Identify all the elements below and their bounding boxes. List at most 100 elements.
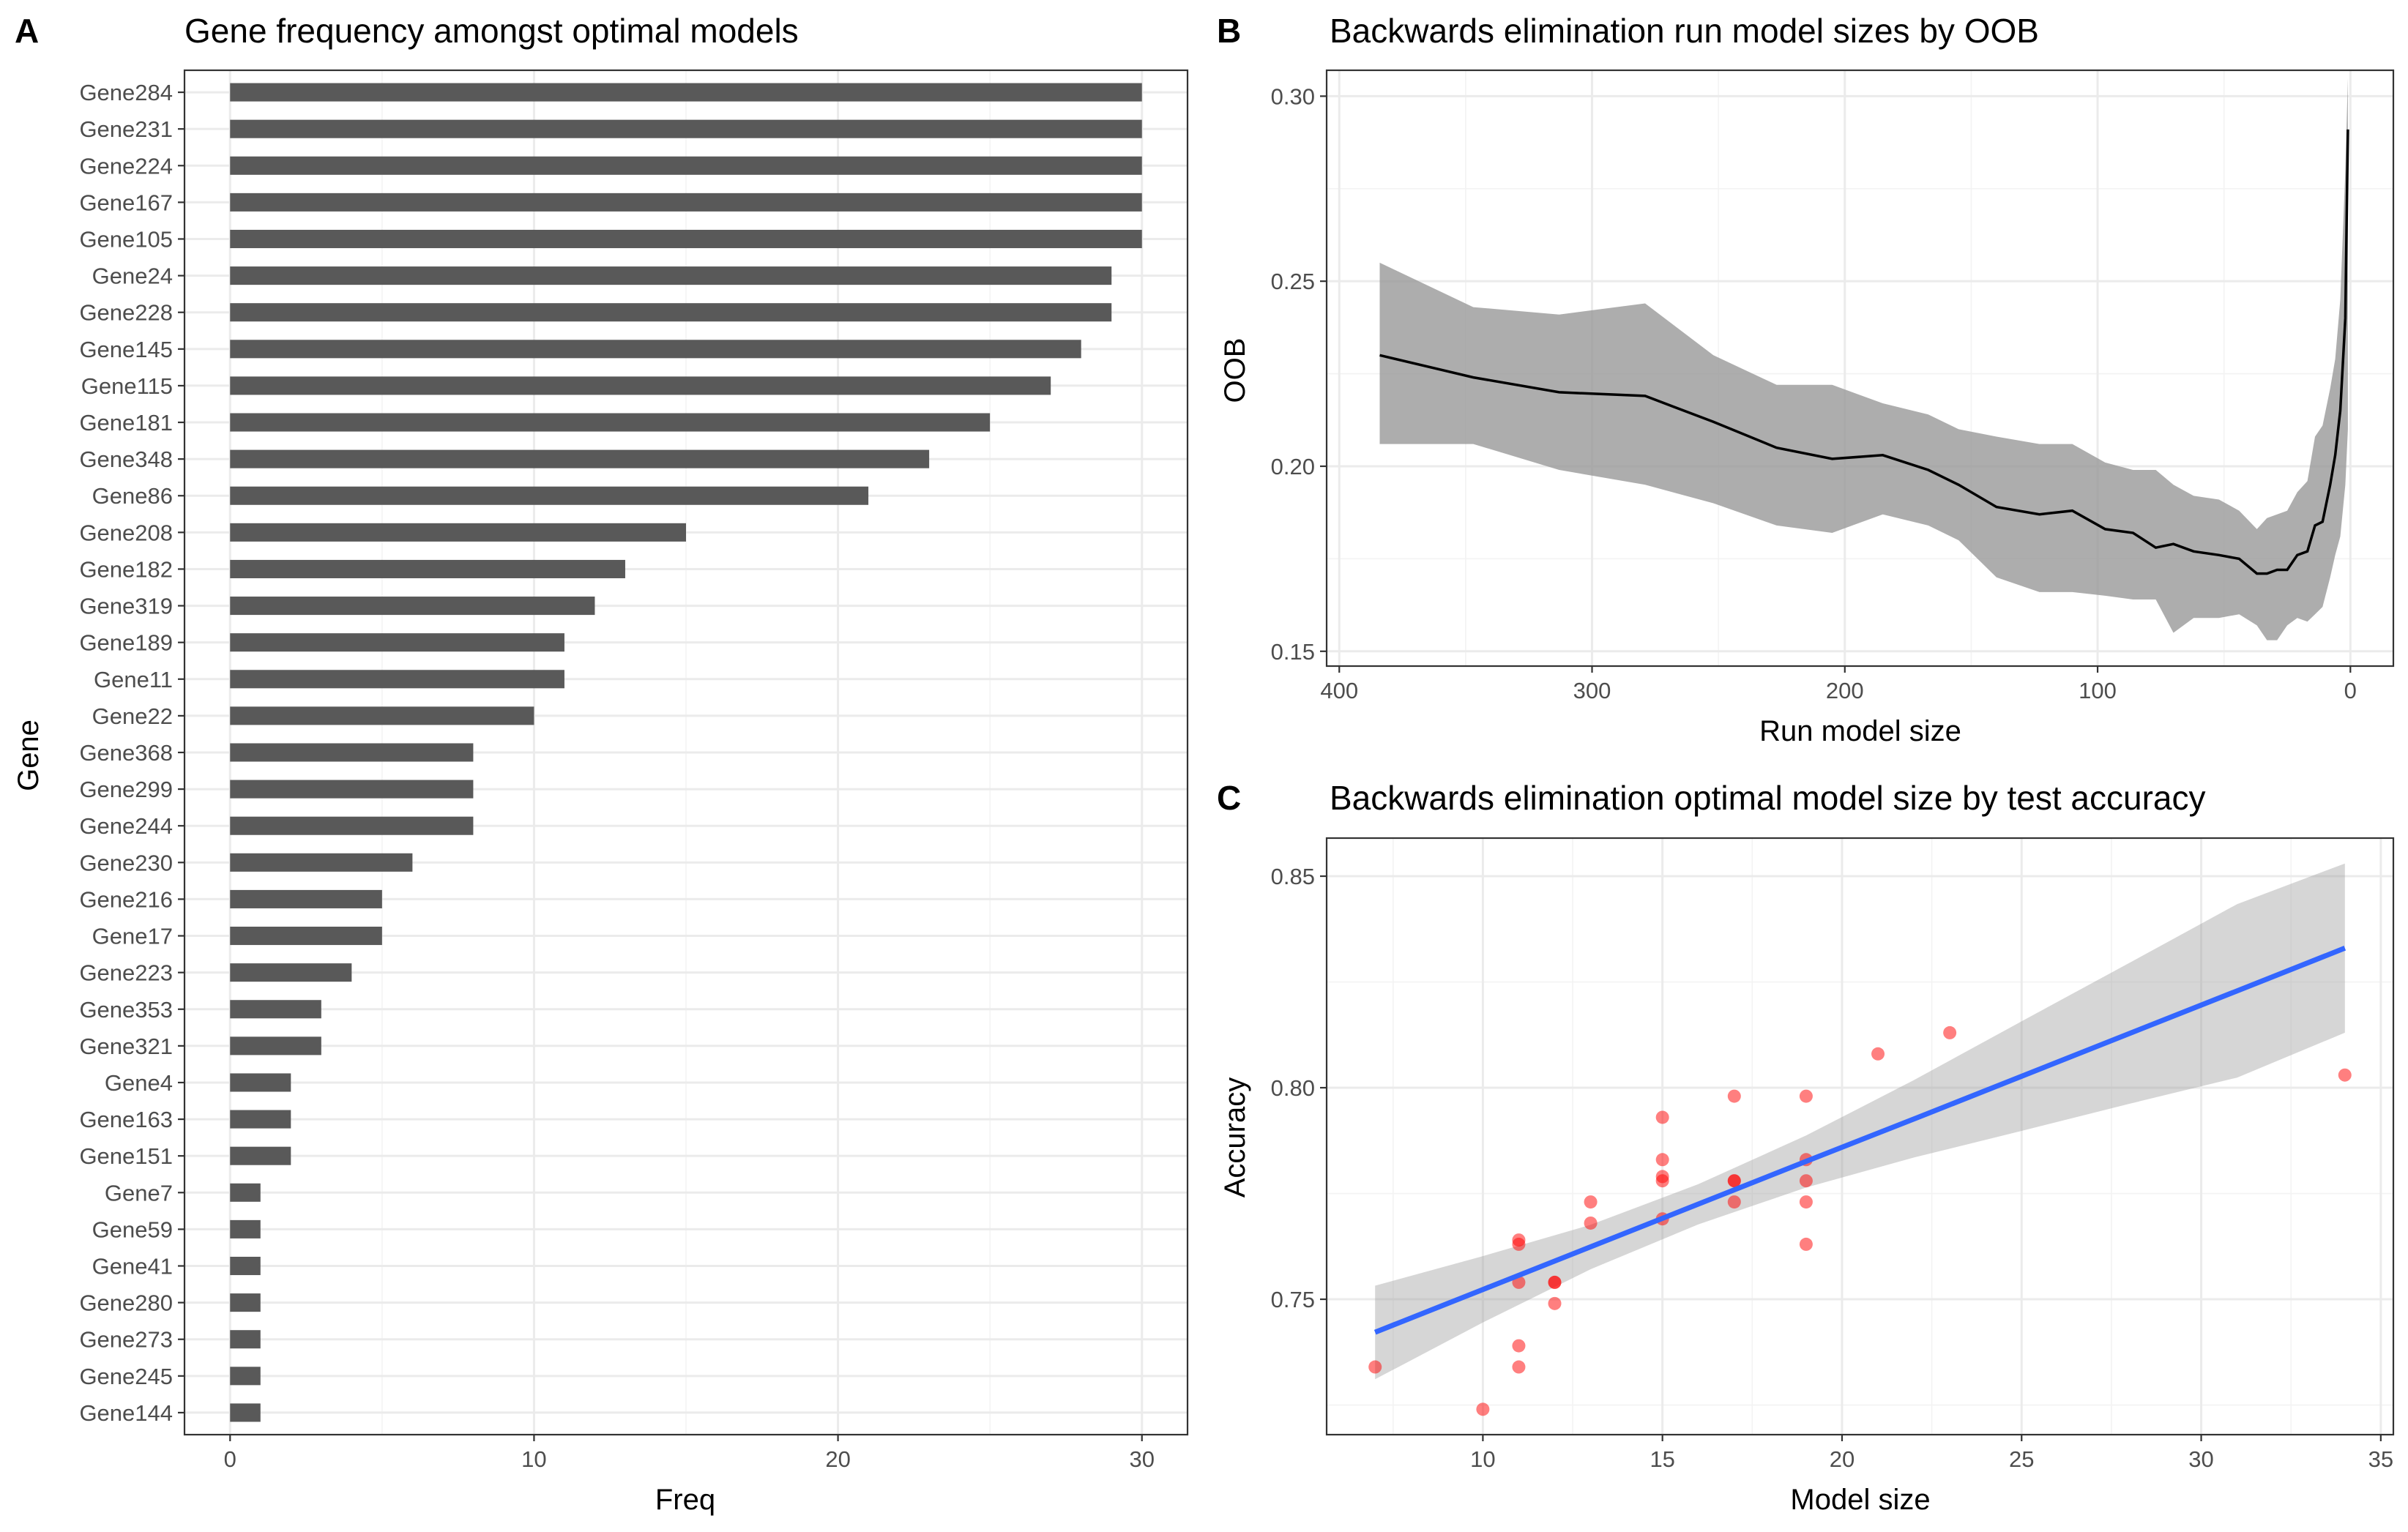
panel-b-confidence-band bbox=[1379, 78, 2348, 640]
scatter-point bbox=[1727, 1089, 1741, 1103]
panel-a-x-axis-title: Freq bbox=[655, 1484, 715, 1516]
bar-gene208 bbox=[230, 523, 687, 542]
scatter-point bbox=[1655, 1170, 1669, 1184]
scatter-point bbox=[1655, 1153, 1669, 1167]
panel-a-y-tick-label: Gene230 bbox=[79, 850, 173, 875]
panel-c-x-tick-label: 25 bbox=[2009, 1446, 2034, 1472]
panel-a-y-tick-label: Gene17 bbox=[92, 924, 173, 949]
panel-a-x-tick-label: 0 bbox=[224, 1446, 236, 1472]
scatter-point bbox=[2338, 1068, 2352, 1082]
panel-c-confidence-band bbox=[1375, 863, 2345, 1380]
scatter-point bbox=[1871, 1047, 1885, 1061]
bar-gene22 bbox=[230, 706, 534, 725]
bar-gene17 bbox=[230, 927, 382, 946]
bar-gene145 bbox=[230, 340, 1081, 359]
bar-gene167 bbox=[230, 193, 1142, 212]
bar-gene245 bbox=[230, 1367, 261, 1386]
panel-a-y-tick-label: Gene4 bbox=[105, 1070, 173, 1096]
panel-b: B Backwards elimination run model sizes … bbox=[1217, 12, 2395, 747]
panel-c-x-tick-label: 10 bbox=[1470, 1446, 1495, 1472]
scatter-point bbox=[1512, 1360, 1526, 1374]
panel-a-y-tick-label: Gene348 bbox=[79, 446, 173, 472]
panel-a-y-tick-label: Gene181 bbox=[79, 410, 173, 436]
panel-a-y-tick-label: Gene353 bbox=[79, 997, 173, 1023]
panel-c-x-tick-label: 35 bbox=[2368, 1446, 2393, 1472]
panel-b-y-tick-label: 0.20 bbox=[1271, 454, 1315, 479]
panel-a-title: Gene frequency amongst optimal models bbox=[184, 12, 799, 50]
scatter-point bbox=[1548, 1275, 1562, 1289]
panel-a-y-axis-title: Gene bbox=[12, 720, 45, 791]
panel-a-y-tick-label: Gene59 bbox=[92, 1217, 173, 1242]
bar-gene223 bbox=[230, 963, 352, 982]
panel-b-x-tick-label: 0 bbox=[2344, 678, 2357, 703]
panel-a-y-tick-label: Gene24 bbox=[92, 264, 173, 289]
bar-gene224 bbox=[230, 156, 1142, 175]
panel-a: A Gene frequency amongst optimal models … bbox=[12, 12, 1189, 1516]
scatter-point bbox=[1584, 1195, 1598, 1209]
bar-gene299 bbox=[230, 780, 474, 799]
panel-b-grid bbox=[1327, 70, 2393, 666]
panel-a-x-tick-label: 10 bbox=[521, 1446, 546, 1472]
scatter-point bbox=[1655, 1110, 1669, 1124]
panel-a-y-tick-label: Gene145 bbox=[79, 337, 173, 362]
bar-gene319 bbox=[230, 597, 595, 616]
panel-b-letter: B bbox=[1217, 12, 1241, 50]
panel-c-grid bbox=[1327, 838, 2393, 1435]
bar-gene231 bbox=[230, 119, 1142, 138]
scatter-point bbox=[1584, 1216, 1598, 1230]
bar-gene182 bbox=[230, 559, 625, 578]
bar-gene284 bbox=[230, 83, 1142, 102]
panel-b-x-axis-title: Run model size bbox=[1759, 715, 1961, 747]
panel-c-y-tick-label: 0.85 bbox=[1271, 864, 1315, 889]
panel-a-y-tick-label: Gene7 bbox=[105, 1180, 173, 1206]
panel-a-y-tick-label: Gene11 bbox=[94, 667, 173, 692]
panel-a-y-tick-label: Gene105 bbox=[79, 226, 173, 252]
scatter-point bbox=[1943, 1025, 1957, 1039]
panel-a-y-tick-label: Gene41 bbox=[92, 1254, 173, 1279]
panel-b-title: Backwards elimination run model sizes by… bbox=[1330, 12, 2039, 50]
panel-a-y-tick-label: Gene86 bbox=[92, 483, 173, 509]
panel-a-y-tick-label: Gene22 bbox=[92, 703, 173, 729]
scatter-point bbox=[1512, 1233, 1526, 1247]
panel-b-x-tick-label: 300 bbox=[1573, 678, 1611, 703]
bar-gene151 bbox=[230, 1146, 291, 1165]
bar-gene59 bbox=[230, 1219, 261, 1238]
panel-a-y-tick-label: Gene228 bbox=[79, 300, 173, 326]
panel-c-y-ticks: 0.75 0.80 0.85 bbox=[1271, 864, 1327, 1312]
panel-a-y-tick-label: Gene182 bbox=[79, 556, 173, 582]
panel-a-y-tick-label: Gene189 bbox=[79, 630, 173, 656]
panel-c-y-tick-label: 0.80 bbox=[1271, 1075, 1315, 1101]
panel-a-y-tick-label: Gene299 bbox=[79, 777, 173, 802]
bar-gene4 bbox=[230, 1073, 291, 1092]
panel-a-y-tick-label: Gene319 bbox=[79, 594, 173, 619]
bar-gene273 bbox=[230, 1330, 261, 1349]
panel-b-x-tick-label: 400 bbox=[1320, 678, 1358, 703]
panel-a-x-ticks: 0 10 20 30 bbox=[224, 1435, 1155, 1472]
bar-gene181 bbox=[230, 413, 991, 432]
panel-a-y-ticks: Gene284 Gene231 Gene224 Gene167 Gene105 Gene2… bbox=[79, 80, 184, 1426]
panel-b-y-ticks: 0.15 0.20 0.25 0.30 bbox=[1271, 83, 1327, 665]
panel-b-y-axis-title: OOB bbox=[1219, 338, 1251, 403]
bar-gene144 bbox=[230, 1403, 261, 1422]
panel-b-y-tick-label: 0.25 bbox=[1271, 269, 1315, 294]
panel-a-y-tick-label: Gene224 bbox=[79, 153, 173, 179]
panel-b-y-tick-label: 0.30 bbox=[1271, 83, 1315, 109]
panel-c-letter: C bbox=[1217, 779, 1241, 817]
panel-b-border bbox=[1325, 69, 2395, 668]
panel-c-points bbox=[1368, 1025, 2352, 1416]
scatter-point bbox=[1799, 1089, 1813, 1103]
bar-gene11 bbox=[230, 670, 564, 689]
panel-a-y-tick-label: Gene223 bbox=[79, 960, 173, 986]
panel-a-y-tick-label: Gene216 bbox=[79, 886, 173, 912]
panel-a-y-tick-label: Gene244 bbox=[79, 813, 173, 839]
panel-c-y-axis-title: Accuracy bbox=[1219, 1077, 1251, 1198]
bar-gene321 bbox=[230, 1036, 321, 1055]
panel-c-fit-line bbox=[1373, 946, 2347, 1335]
scatter-point bbox=[1799, 1174, 1813, 1188]
scatter-point bbox=[1548, 1296, 1562, 1310]
panel-a-y-tick-label: Gene163 bbox=[79, 1107, 173, 1132]
bar-gene348 bbox=[230, 449, 930, 468]
bar-gene24 bbox=[230, 266, 1112, 285]
panel-a-y-tick-label: Gene280 bbox=[79, 1290, 173, 1316]
